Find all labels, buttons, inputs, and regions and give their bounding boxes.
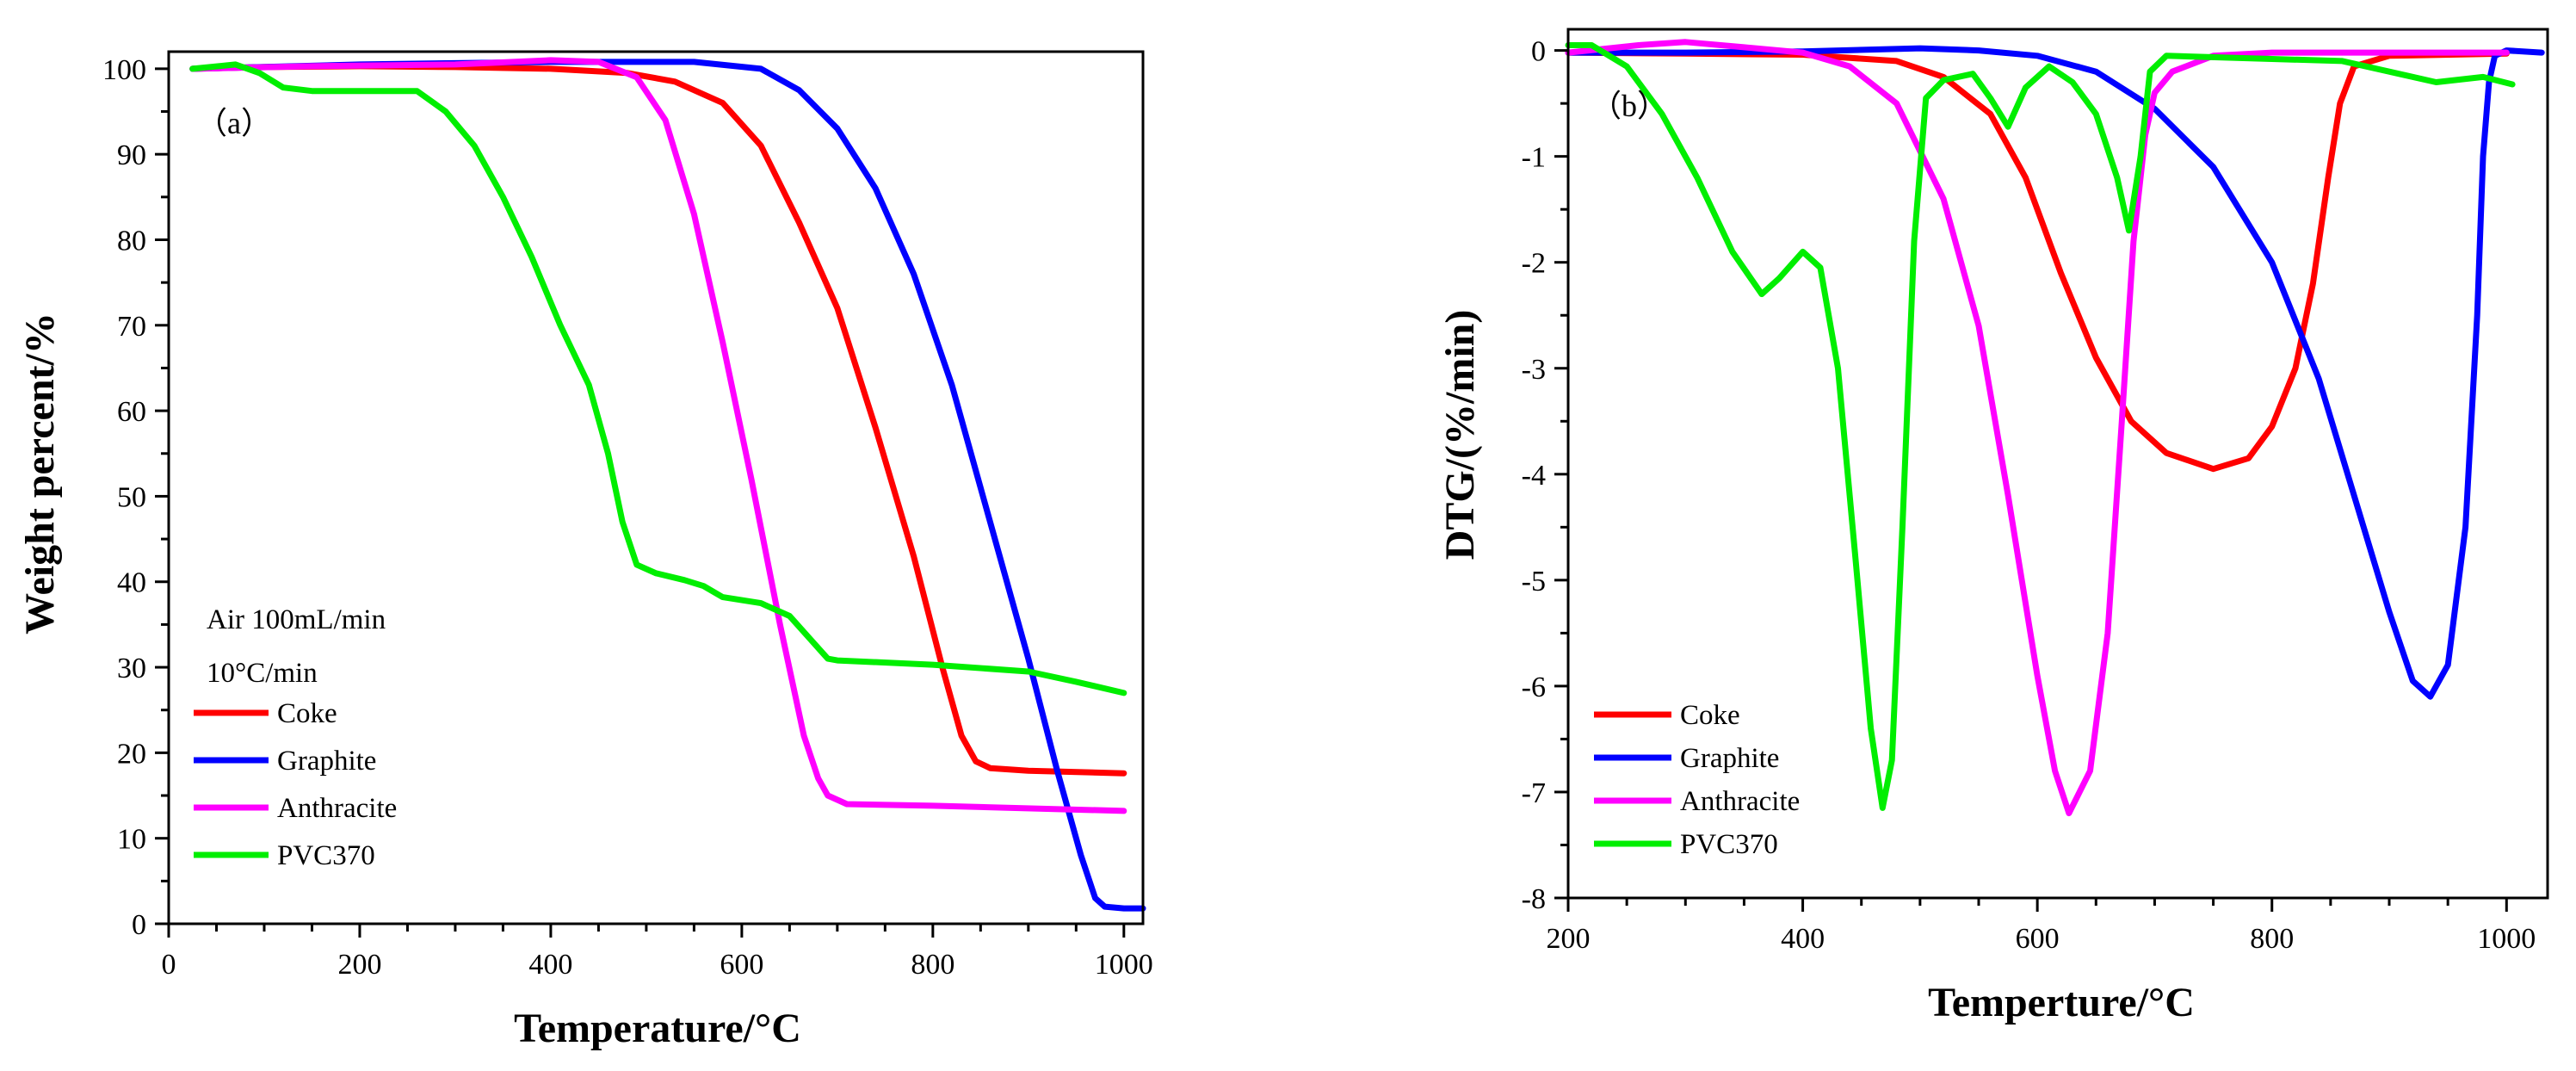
- chart-a-y-tick-label: 80: [117, 225, 146, 257]
- chart-b-panel-label: （b）: [1591, 89, 1668, 123]
- chart-b-x-tick-label: 1000: [2477, 923, 2536, 955]
- chart-a-y-tick-label: 0: [132, 909, 146, 941]
- chart-b-y-tick-label: -1: [1522, 142, 1546, 174]
- chart-a-y-tick-label: 50: [117, 481, 146, 513]
- chart-a-x-tick-label: 600: [720, 949, 763, 981]
- chart-b-series-line-pvc370: [1565, 42, 2516, 811]
- chart-b-dtg: 200 400 600 800 1000 0 -1 -2 -3 -4 -5 -6 -7 -8 （b） Te…: [1437, 28, 2549, 1025]
- chart-a-series-line-graphite: [189, 59, 1146, 912]
- chart-a-y-tick-label: 20: [117, 738, 146, 770]
- chart-a-series-line-anthracite: [189, 57, 1127, 814]
- chart-a-legend: Coke Graphite Anthracite PVC370: [194, 698, 397, 871]
- chart-b-x-axis-title: Temperture/°C: [1928, 980, 2195, 1025]
- chart-b-y-tick-label: -8: [1522, 883, 1546, 915]
- chart-a-x-tick-label: 200: [337, 949, 381, 981]
- chart-a-y-tick-label: 90: [117, 139, 146, 171]
- chart-b-legend-label-pvc370: PVC370: [1680, 829, 1778, 860]
- chart-a-ticks: 0 200 400 600 800 1000 0 10 20 30 40 50 60 70 80 90 100: [102, 54, 1153, 981]
- chart-b-x-tick-label: 400: [1781, 923, 1825, 955]
- chart-a-x-tick-label: 0: [162, 949, 176, 981]
- chart-a-y-tick-label: 30: [117, 653, 146, 684]
- chart-b-series-line-graphite: [1565, 45, 2545, 700]
- chart-b-y-tick-label: -6: [1522, 672, 1546, 703]
- chart-a-x-tick-label: 800: [911, 949, 954, 981]
- chart-a-series-layer: [189, 57, 1146, 912]
- chart-a-x-tick-label: 400: [528, 949, 572, 981]
- chart-b-legend: Coke Graphite Anthracite PVC370: [1594, 700, 1800, 860]
- chart-b-frame: [1566, 28, 2549, 900]
- chart-a-legend-label-anthracite: Anthracite: [277, 793, 397, 824]
- chart-b-plot-frame: [1566, 28, 2549, 900]
- chart-a-panel-label: （a）: [196, 106, 272, 140]
- chart-b-legend-label-graphite: Graphite: [1680, 743, 1779, 774]
- chart-a-x-tick-label: 1000: [1095, 949, 1153, 981]
- chart-a-series-line-pvc370: [189, 61, 1127, 696]
- chart-a-y-tick-label: 100: [102, 54, 146, 86]
- chart-b-y-tick-label: -7: [1522, 777, 1546, 809]
- chart-b-legend-label-coke: Coke: [1680, 700, 1740, 731]
- chart-b-y-tick-label: -3: [1522, 354, 1546, 386]
- chart-b-y-tick-label: -2: [1522, 248, 1546, 280]
- chart-a-annotation-flow: Air 100mL/min: [207, 604, 386, 635]
- chart-b-series-line-coke: [1565, 49, 2510, 473]
- chart-a-annotation-rate: 10°C/min: [207, 658, 318, 689]
- chart-a-legend-label-pvc370: PVC370: [277, 840, 375, 871]
- chart-a-y-tick-label: 40: [117, 567, 146, 599]
- chart-b-series-line-anthracite: [1565, 39, 2510, 817]
- chart-b-y-tick-label: 0: [1531, 36, 1546, 68]
- chart-a-y-tick-label: 10: [117, 824, 146, 856]
- chart-b-ticks: 200 400 600 800 1000 0 -1 -2 -3 -4 -5 -6 -7 -8: [1522, 36, 2536, 955]
- chart-b-y-axis-title: DTG/(%/min): [1437, 310, 1483, 560]
- chart-a-legend-label-graphite: Graphite: [277, 746, 376, 777]
- chart-a-y-tick-label: 60: [117, 396, 146, 428]
- chart-a-plot-frame: [167, 50, 1145, 926]
- chart-b-legend-label-anthracite: Anthracite: [1680, 786, 1800, 817]
- chart-a-x-axis-title: Temperature/°C: [514, 1006, 801, 1051]
- chart-a-frame: [167, 50, 1145, 926]
- chart-b-x-tick-label: 600: [2016, 923, 2060, 955]
- chart-b-x-tick-label: 200: [1547, 923, 1591, 955]
- chart-b-x-tick-label: 800: [2250, 923, 2294, 955]
- chart-a-y-tick-label: 70: [117, 311, 146, 343]
- chart-b-y-tick-label: -5: [1522, 566, 1546, 597]
- chart-a-weight-percent: 0 200 400 600 800 10000102030405060708090100 …: [17, 50, 1153, 1051]
- chart-a-y-axis-title: Weight percent/%: [17, 313, 63, 635]
- chart-b-series-layer: [1565, 39, 2545, 817]
- chart-a-legend-label-coke: Coke: [277, 698, 337, 729]
- chart-b-y-tick-label: -4: [1522, 460, 1546, 492]
